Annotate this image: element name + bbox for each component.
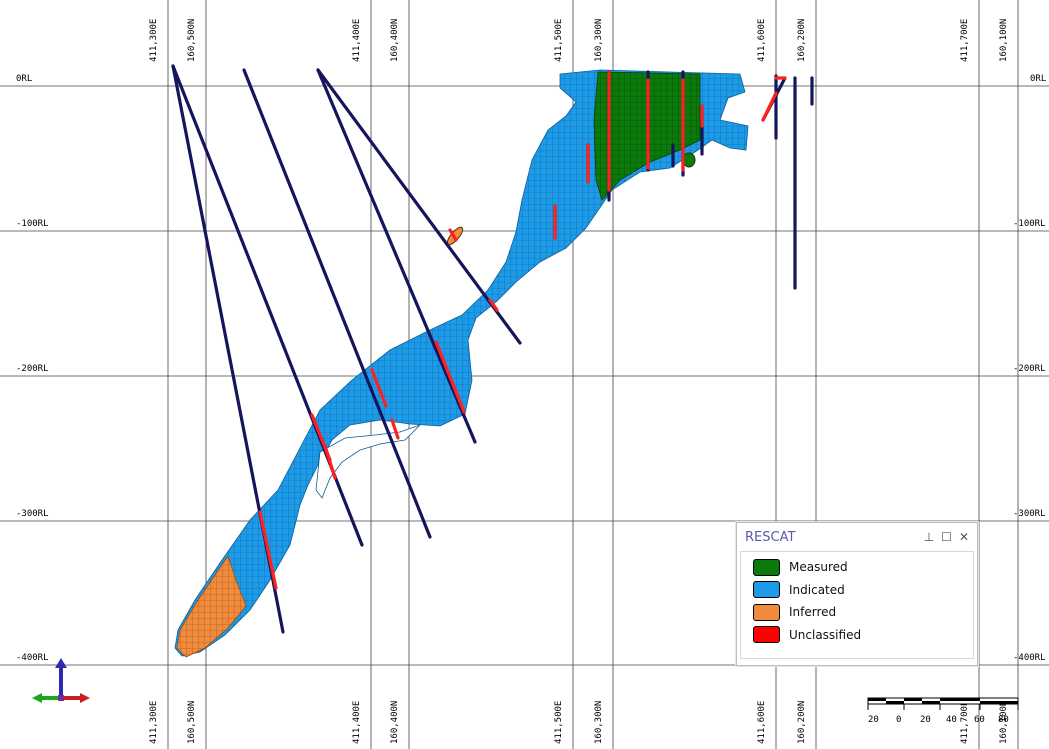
rl-label-left-3: -300RL [16, 509, 49, 519]
rl-label-right-4: -400RL [1013, 653, 1046, 663]
inferred-ore-body [176, 555, 247, 658]
rl-label-left-2: -200RL [16, 364, 49, 374]
easting-label-top-1: 411,300E [149, 18, 159, 62]
northing-label-bottom-3: 160,300N [594, 700, 604, 744]
rl-label-right-1: -100RL [1013, 219, 1046, 229]
legend-label: Unclassified [789, 627, 862, 642]
easting-label-bottom-2: 411,400E [352, 700, 362, 744]
easting-label-top-3: 411,500E [554, 18, 564, 62]
intercepts [258, 70, 787, 590]
unclassified-swatch [753, 626, 780, 644]
pin-icon[interactable]: ⊥ [923, 530, 935, 544]
legend-label: Indicated [789, 582, 845, 597]
legend-label: Measured [789, 560, 848, 575]
legend-item-inferred: Inferred [741, 601, 973, 624]
scale-tick-label: 60 [974, 715, 985, 725]
easting-label-bottom-4: 411,600E [757, 700, 767, 744]
northing-label-top-4: 160,200N [797, 18, 807, 62]
ore-gap [315, 424, 421, 499]
scale-tick-label: 20 [920, 715, 931, 725]
easting-label-top-5: 411,700E [960, 18, 970, 62]
measured-swatch [753, 558, 780, 576]
scale-bar: 20 0 20 40 60 80 [867, 697, 1019, 725]
northing-label-bottom-1: 160,500N [187, 700, 197, 744]
legend-list: Measured Indicated Inferred Unclassified [740, 551, 974, 659]
easting-label-bottom-1: 411,300E [149, 700, 159, 744]
northing-label-top-2: 160,400N [390, 18, 400, 62]
maximize-icon[interactable]: ☐ [941, 530, 952, 544]
rl-label-left-0: 0RL [16, 74, 33, 84]
legend-item-measured: Measured [741, 556, 973, 579]
rl-label-left-1: -100RL [16, 219, 49, 229]
rl-label-right-2: -200RL [1013, 364, 1046, 374]
rl-label-right-3: -300RL [1013, 509, 1046, 519]
rl-label-right-0: 0RL [1030, 74, 1047, 84]
inferred-swatch [753, 603, 780, 621]
rescat-legend-panel[interactable]: RESCAT ⊥ ☐ ✕ Measured Indicated Inferred… [736, 522, 978, 666]
close-icon[interactable]: ✕ [958, 530, 969, 544]
scale-tick-label: 20 [868, 715, 879, 725]
scale-tick-label: 0 [896, 715, 901, 725]
legend-item-unclassified: Unclassified [741, 624, 973, 647]
green-pod [682, 152, 696, 168]
axes-orientation-icon [32, 658, 90, 703]
northing-label-bottom-2: 160,400N [390, 700, 400, 744]
northing-label-top-5: 160,100N [999, 18, 1009, 62]
easting-label-top-2: 411,400E [352, 18, 362, 62]
legend-header: RESCAT ⊥ ☐ ✕ [737, 523, 977, 551]
northing-label-bottom-4: 160,200N [797, 700, 807, 744]
scale-tick-label: 80 [998, 715, 1009, 725]
legend-title: RESCAT [745, 529, 796, 545]
northing-label-top-3: 160,300N [594, 18, 604, 62]
rl-label-left-4: -400RL [16, 653, 49, 663]
northing-label-top-1: 160,500N [187, 18, 197, 62]
easting-label-bottom-3: 411,500E [554, 700, 564, 744]
easting-label-top-4: 411,600E [757, 18, 767, 62]
indicated-swatch [753, 581, 780, 599]
scale-tick-label: 40 [946, 715, 957, 725]
indicated-ore-body [174, 69, 749, 657]
legend-item-indicated: Indicated [741, 579, 973, 602]
legend-label: Inferred [789, 605, 837, 620]
